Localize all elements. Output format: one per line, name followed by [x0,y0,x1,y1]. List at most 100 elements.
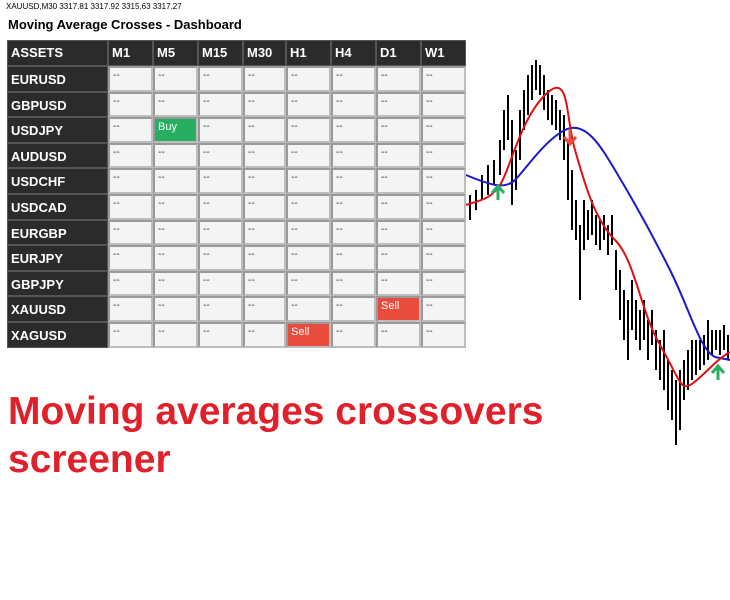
signal-cell: -- [243,245,286,271]
signal-cell: -- [331,91,376,118]
column-header: D1 [376,40,421,66]
signal-cell: -- [286,91,331,118]
signal-cell: -- [421,296,466,322]
column-header: W1 [421,40,466,66]
signal-cell: -- [376,91,421,118]
signal-cell: -- [198,245,243,271]
signal-cell: -- [243,117,286,143]
signal-cell: -- [331,219,376,246]
signal-cell: -- [376,66,421,92]
asset-name: GBPJPY [7,270,108,297]
signal-cell: -- [108,194,153,220]
signal-cell: -- [243,66,286,92]
signal-cell: -- [198,270,243,297]
signal-cell: -- [243,142,286,169]
signal-cell: -- [153,168,198,194]
signal-cell: -- [376,245,421,271]
signal-cell: -- [286,194,331,220]
signal-cell: -- [331,168,376,194]
signal-cell: -- [376,142,421,169]
signal-cell: -- [421,117,466,143]
blue-ma [465,126,730,361]
caption: Moving averages crossovers screener [8,390,544,481]
asset-name: USDCHF [7,168,108,194]
signal-cell: -- [153,245,198,271]
signal-cell: -- [108,66,153,92]
signal-cell: -- [421,219,466,246]
symbol-info: XAUUSD,M30 3317.81 3317.92 3315.63 3317.… [6,2,182,11]
signal-cell: -- [331,66,376,92]
signal-cell: -- [376,219,421,246]
signal-cell: -- [286,168,331,194]
signal-cell: -- [108,245,153,271]
signal-cell: -- [153,142,198,169]
signal-cell: -- [108,168,153,194]
signal-cell: -- [153,296,198,322]
signal-cell: -- [198,194,243,220]
signal-cell: -- [198,117,243,143]
asset-name: XAUUSD [7,296,108,322]
signal-cell: -- [198,168,243,194]
signal-cell: -- [243,296,286,322]
signal-cell: -- [198,91,243,118]
signal-cell: -- [243,322,286,348]
signal-cell: -- [331,117,376,143]
signal-cell: -- [331,245,376,271]
dashboard-title: Moving Average Crosses - Dashboard [8,17,242,32]
signal-cell: -- [421,270,466,297]
asset-name: EURUSD [7,66,108,92]
signal-cell: -- [376,270,421,297]
signal-cell: Sell [286,322,331,348]
signal-cell: -- [243,168,286,194]
buy-arrow [490,183,506,200]
signal-cell: Sell [376,296,421,322]
signal-cell: -- [286,270,331,297]
asset-name: USDCAD [7,194,108,220]
signal-cell: -- [198,322,243,348]
column-header: M15 [198,40,243,66]
signal-cell: -- [198,66,243,92]
signal-cell: -- [108,91,153,118]
signal-cell: -- [331,142,376,169]
red-ma [465,86,730,388]
signal-cell: -- [153,322,198,348]
signal-cell: -- [286,245,331,271]
signal-cell: -- [331,322,376,348]
signal-cell: -- [331,296,376,322]
signal-cell: -- [376,168,421,194]
signal-cell: Buy [153,117,198,143]
signal-cell: -- [243,270,286,297]
signal-cell: -- [286,142,331,169]
signal-cell: -- [421,91,466,118]
signal-cell: -- [421,142,466,169]
signal-cell: -- [153,66,198,92]
signal-cell: -- [421,66,466,92]
signal-cell: -- [108,296,153,322]
signal-cell: -- [153,270,198,297]
signal-cell: -- [243,91,286,118]
signal-cell: -- [286,219,331,246]
asset-name: USDJPY [7,117,108,143]
column-header: M30 [243,40,286,66]
column-header: H1 [286,40,331,66]
column-header: ASSETS [7,40,108,66]
asset-name: AUDUSD [7,142,108,169]
signal-cell: -- [198,142,243,169]
signal-cell: -- [421,245,466,271]
column-header: M1 [108,40,153,66]
asset-name: EURGBP [7,219,108,246]
signal-cell: -- [108,322,153,348]
signal-cell: -- [108,270,153,297]
column-header: H4 [331,40,376,66]
signal-cell: -- [286,66,331,92]
signal-cell: -- [198,296,243,322]
signal-cell: -- [376,322,421,348]
signal-cell: -- [198,219,243,246]
signal-cell: -- [108,117,153,143]
signal-cell: -- [331,270,376,297]
signal-cell: -- [153,219,198,246]
asset-name: GBPUSD [7,91,108,118]
sell-arrow [562,130,578,147]
signal-cell: -- [421,168,466,194]
